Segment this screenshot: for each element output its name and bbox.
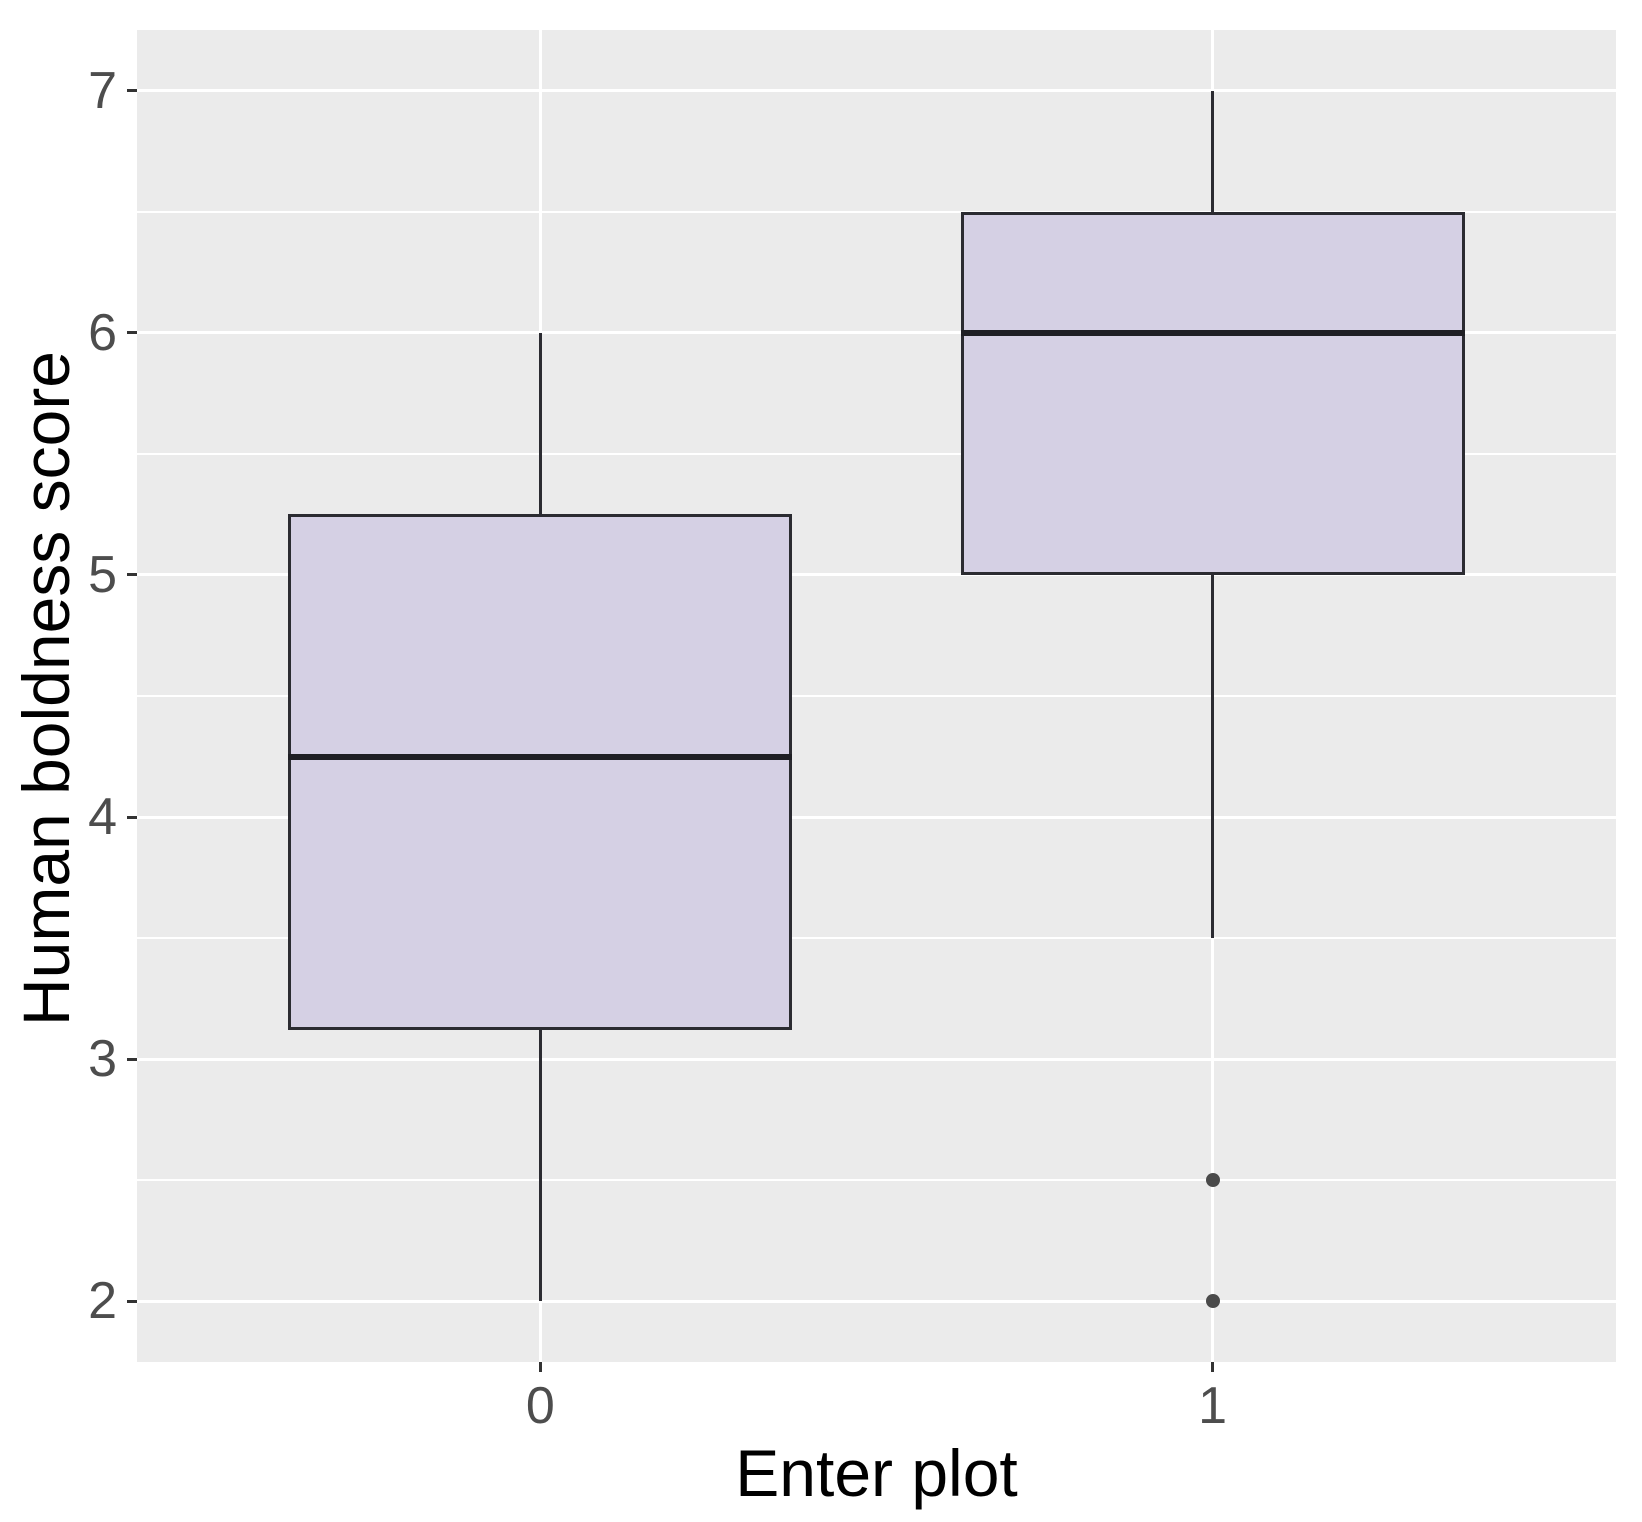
- gridline-major: [137, 815, 1616, 819]
- y-tick-mark: [127, 331, 137, 335]
- gridline-major: [137, 573, 1616, 577]
- y-axis-title: Human boldness score: [9, 350, 83, 1026]
- y-tick-mark: [127, 89, 137, 93]
- y-tick-label: 2: [88, 1272, 117, 1331]
- y-tick-label: 4: [88, 788, 117, 847]
- gridline-minor: [137, 695, 1616, 697]
- outlier-point: [1205, 1173, 1220, 1188]
- y-tick-label: 7: [88, 61, 117, 120]
- x-tick-label: 0: [525, 1377, 555, 1435]
- gridline-major: [137, 1299, 1616, 1303]
- y-tick-mark: [127, 573, 137, 577]
- gridline-major: [137, 1057, 1616, 1061]
- plot-panel: [137, 30, 1616, 1362]
- x-tick-mark: [538, 1362, 542, 1372]
- gridline-minor: [137, 1179, 1616, 1182]
- y-tick-label: 5: [88, 545, 117, 604]
- y-tick-label: 6: [88, 303, 117, 362]
- gridline-major: [137, 89, 1616, 93]
- y-tick-mark: [127, 1299, 137, 1303]
- y-tick-mark: [127, 1057, 137, 1061]
- outlier-point: [1205, 1294, 1220, 1309]
- x-tick-mark: [1211, 1362, 1215, 1372]
- gridline-minor: [137, 210, 1616, 213]
- y-tick-label: 3: [88, 1030, 117, 1089]
- median-line: [288, 753, 793, 760]
- box-1: [960, 211, 1465, 575]
- gridline-minor: [137, 937, 1616, 940]
- x-axis-title: Enter plot: [735, 1436, 1018, 1510]
- gridline-major: [137, 331, 1616, 335]
- y-tick-mark: [127, 815, 137, 819]
- median-line: [960, 329, 1465, 336]
- gridline-minor: [137, 452, 1616, 455]
- x-tick-label: 1: [1198, 1377, 1228, 1435]
- box-0: [288, 514, 793, 1031]
